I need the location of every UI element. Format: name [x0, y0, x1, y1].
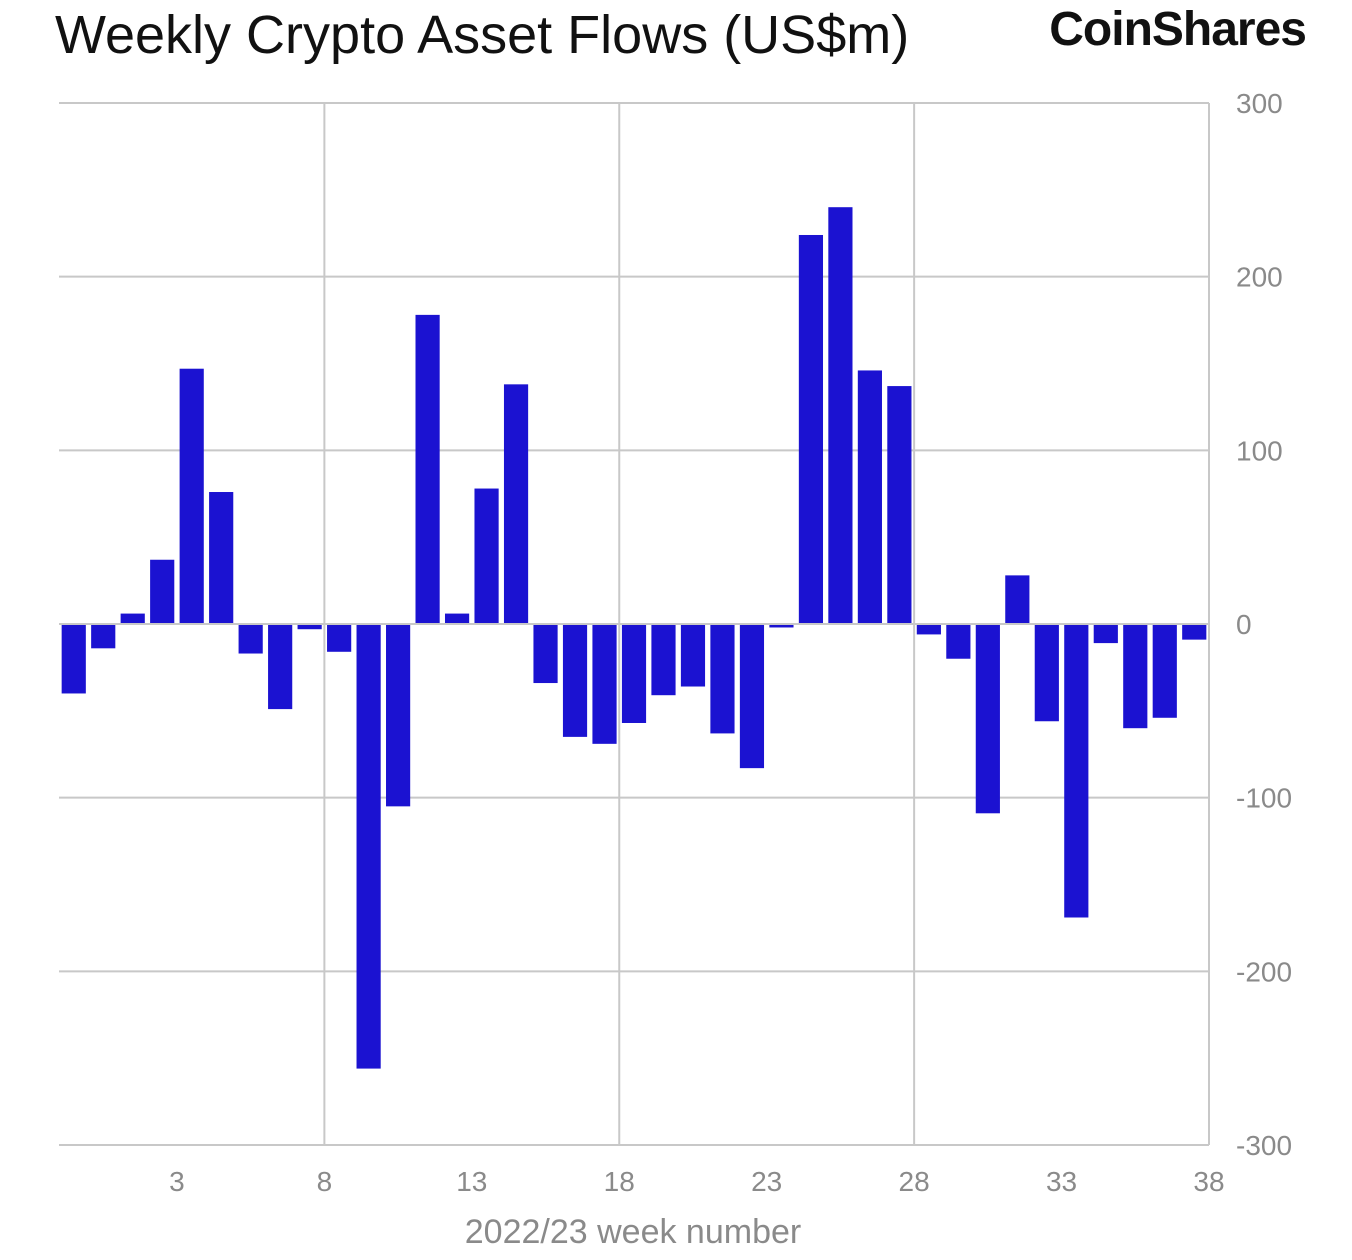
chart-title: Weekly Crypto Asset Flows (US$m) [55, 5, 910, 65]
x-axis-ticks: 3 8 13 18 23 28 33 38 [169, 1166, 1224, 1197]
bar [857, 370, 882, 624]
bar [474, 488, 499, 624]
bar [769, 624, 794, 628]
bar [1064, 624, 1089, 918]
bar [268, 624, 293, 710]
bar [209, 492, 234, 624]
bar [327, 624, 352, 652]
bar [503, 384, 529, 624]
bar [828, 207, 853, 624]
x-tick-label: 8 [317, 1166, 333, 1197]
bar [887, 386, 912, 624]
bar [91, 624, 116, 649]
y-tick-label: -200 [1236, 956, 1292, 987]
x-axis-label: 2022/23 week number [465, 1213, 801, 1251]
coinshares-logo: CoinShares [1049, 3, 1307, 56]
bar [179, 368, 204, 624]
x-tick-label: 38 [1193, 1166, 1224, 1197]
bar [710, 624, 735, 734]
bar [120, 613, 145, 624]
bar [1005, 575, 1030, 624]
bar [1034, 624, 1059, 722]
bar [415, 314, 440, 624]
y-tick-label: 100 [1236, 435, 1283, 466]
bar [1123, 624, 1148, 729]
bar [621, 624, 647, 723]
bar [297, 624, 322, 630]
bar [533, 624, 558, 684]
bar [592, 624, 617, 744]
bar [238, 624, 263, 654]
bar [916, 624, 941, 635]
bar [444, 613, 470, 624]
bar [946, 624, 971, 659]
x-tick-label: 28 [899, 1166, 930, 1197]
y-tick-label: -100 [1236, 783, 1292, 814]
bar [356, 624, 381, 1069]
bar [1182, 624, 1207, 640]
bar [562, 624, 588, 737]
x-tick-label: 33 [1046, 1166, 1077, 1197]
x-tick-label: 3 [169, 1166, 185, 1197]
bar [386, 624, 411, 807]
bar [975, 624, 1000, 814]
y-tick-label: 0 [1236, 609, 1252, 640]
bar [1152, 624, 1177, 718]
bar [1093, 624, 1118, 644]
x-tick-label: 13 [456, 1166, 487, 1197]
y-tick-label: 300 [1236, 88, 1283, 119]
bars [59, 207, 1209, 1069]
x-tick-label: 18 [604, 1166, 635, 1197]
bar [651, 624, 676, 696]
y-tick-label: 200 [1236, 262, 1283, 293]
bar [739, 624, 765, 769]
y-tick-label: -300 [1236, 1130, 1292, 1161]
bar [798, 234, 824, 624]
y-axis-ticks: 300 200 100 0 -100 -200 -300 [1236, 88, 1292, 1161]
bar [61, 624, 86, 694]
bar [150, 559, 175, 624]
x-tick-label: 23 [751, 1166, 782, 1197]
bar [680, 624, 706, 687]
